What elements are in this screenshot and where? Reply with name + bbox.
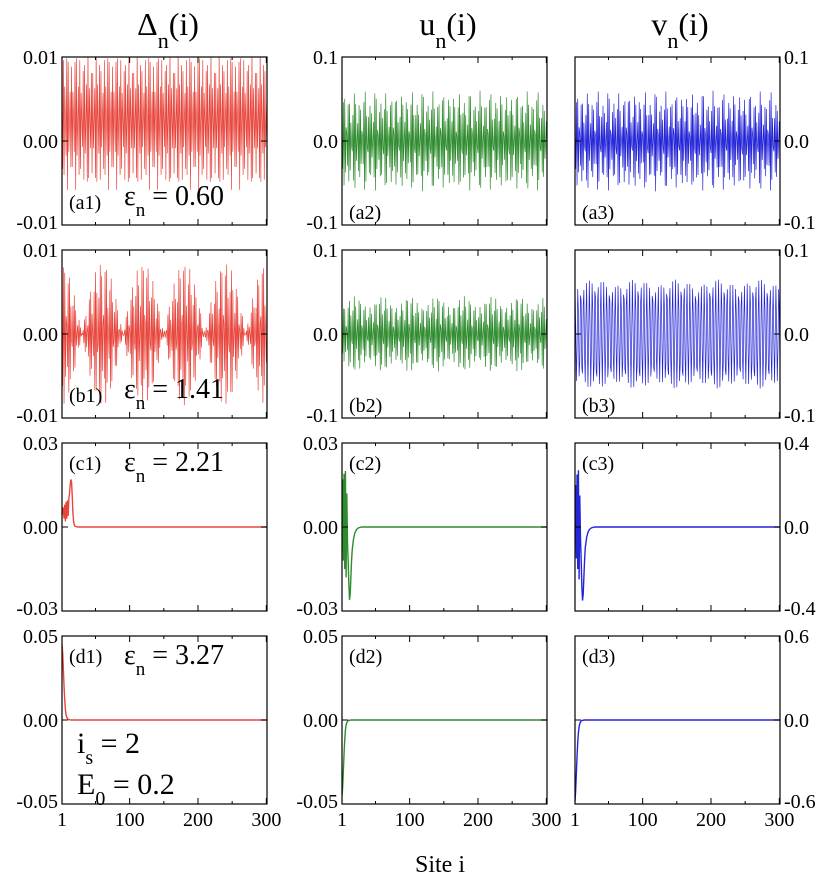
series-line-c3 <box>575 470 780 601</box>
series-line-a2 <box>342 90 547 192</box>
series-line-b3 <box>575 279 780 389</box>
energy-label: εn = 3.27 <box>124 640 224 680</box>
y-tick-label: 0.00 <box>23 517 58 539</box>
panel-label: (a1) <box>69 192 101 214</box>
x-tick-label: 100 <box>628 809 658 831</box>
series-line-d3 <box>575 719 780 802</box>
energy-label: εn = 1.41 <box>124 374 224 414</box>
panel-label: (b1) <box>69 385 102 407</box>
x-tick-label: 200 <box>696 809 726 831</box>
y-tick-label: 0.01 <box>23 240 58 262</box>
y-tick-label: 0.05 <box>303 626 338 648</box>
series-line-a1 <box>62 57 267 190</box>
site-annotation: is = 2 <box>77 727 140 769</box>
panel-b2: 0.1 0.0 -0.1 (b2) <box>306 240 548 427</box>
series-line-c2 <box>342 470 547 600</box>
y-tick-label: 0.1 <box>313 47 338 69</box>
y-tick-label: -0.01 <box>16 405 58 427</box>
y-tick-label: 0.00 <box>23 324 58 346</box>
panel-label: (c1) <box>69 453 101 475</box>
y-tick-label: 0.00 <box>23 710 58 732</box>
y-tick-label: -0.03 <box>296 598 338 620</box>
x-tick-label: 200 <box>183 809 213 831</box>
x-tick-label: 300 <box>764 809 794 831</box>
panel-label: (c3) <box>582 453 614 475</box>
y-tick-label: 0.00 <box>303 517 338 539</box>
y-tick-label: 0.6 <box>784 626 809 648</box>
y-tick-label: 0.00 <box>303 710 338 732</box>
panel-label: (d3) <box>582 646 615 668</box>
y-tick-label: 0.0 <box>784 517 809 539</box>
panel-d3: 0.6 0.0 -0.6 1 100 200 300 (d3) <box>570 626 816 831</box>
x-tick-label: 200 <box>463 809 493 831</box>
y-tick-label: -0.6 <box>784 791 816 813</box>
parameter-annotation: is = 2E0 = 0.2 <box>77 727 175 810</box>
panel-label: (c2) <box>349 453 381 475</box>
y-tick-label: 0.4 <box>784 433 809 455</box>
x-tick-label: 1 <box>57 809 67 831</box>
y-tick-label: -0.4 <box>784 598 816 620</box>
panel-label: (d1) <box>69 646 102 668</box>
panel-label: (a2) <box>349 202 381 224</box>
y-tick-label: 0.01 <box>23 47 58 69</box>
energy-label: εn = 0.60 <box>124 181 224 221</box>
series-line-d1 <box>62 644 267 721</box>
panel-a3: 0.1 0.0 -0.1 (a3) <box>574 47 816 234</box>
y-tick-label: 0.0 <box>784 324 809 346</box>
y-tick-label: 0.05 <box>23 626 58 648</box>
x-tick-label: 300 <box>251 809 281 831</box>
column-header-2: vn(i) <box>651 6 708 53</box>
y-tick-label: -0.01 <box>16 212 58 234</box>
panel-a1: 0.01 0.00 -0.01 (a1) εn = 0.60 <box>16 47 268 234</box>
panel-label: (d2) <box>349 646 382 668</box>
panel-label: (b3) <box>582 395 615 417</box>
y-tick-label: 0.0 <box>784 131 809 153</box>
y-tick-label: -0.1 <box>784 405 816 427</box>
y-tick-label: -0.03 <box>16 598 58 620</box>
y-tick-label: -0.1 <box>306 405 338 427</box>
y-tick-label: 0.1 <box>784 47 809 69</box>
panel-c2: 0.03 0.00 -0.03 (c2) <box>296 433 548 620</box>
x-tick-label: 300 <box>531 809 561 831</box>
y-tick-label: -0.1 <box>784 212 816 234</box>
y-tick-label: 0.1 <box>313 240 338 262</box>
x-tick-label: 1 <box>570 809 580 831</box>
panel-label: (a3) <box>582 202 614 224</box>
column-header-0: Δn(i) <box>137 6 199 53</box>
panel-b1: 0.01 0.00 -0.01 (b1) εn = 1.41 <box>16 240 268 427</box>
y-tick-label: 0.0 <box>784 710 809 732</box>
panel-label: (b2) <box>349 395 382 417</box>
y-tick-label: 0.1 <box>784 240 809 262</box>
panel-a2: 0.1 0.0 -0.1 (a2) <box>306 47 548 234</box>
column-header-1: un(i) <box>419 6 476 53</box>
x-tick-label: 100 <box>115 809 145 831</box>
series-line-b2 <box>342 296 547 372</box>
series-line-b1 <box>62 264 267 406</box>
field-annotation: E0 = 0.2 <box>77 768 175 810</box>
y-tick-label: -0.05 <box>296 791 338 813</box>
series-line-d2 <box>342 719 547 796</box>
energy-label: εn = 2.21 <box>124 447 224 487</box>
y-tick-label: 0.03 <box>23 433 58 455</box>
panel-d2: 0.05 0.00 -0.051 100 200 300 (d2) <box>296 626 561 831</box>
x-tick-label: 1 <box>337 809 347 831</box>
y-tick-label: -0.1 <box>306 212 338 234</box>
panel-b3: 0.1 0.0 -0.1 (b3) <box>574 240 816 427</box>
x-axis-label: Site i <box>415 852 465 878</box>
panel-d1: 0.05 0.00 -0.051 100 200 300 (d1) εn = 3.27 <box>16 626 281 831</box>
series-line-a3 <box>575 90 780 192</box>
y-tick-label: 0.0 <box>313 324 338 346</box>
x-tick-label: 100 <box>395 809 425 831</box>
panel-c1: 0.03 0.00 -0.03 (c1) εn = 2.21 <box>16 433 268 620</box>
series-line-c1 <box>62 479 267 528</box>
y-tick-label: -0.05 <box>16 791 58 813</box>
y-tick-label: 0.0 <box>313 131 338 153</box>
panel-c3: 0.4 0.0 -0.4 (c3) <box>574 433 816 620</box>
y-tick-label: 0.00 <box>23 131 58 153</box>
y-tick-label: 0.03 <box>303 433 338 455</box>
